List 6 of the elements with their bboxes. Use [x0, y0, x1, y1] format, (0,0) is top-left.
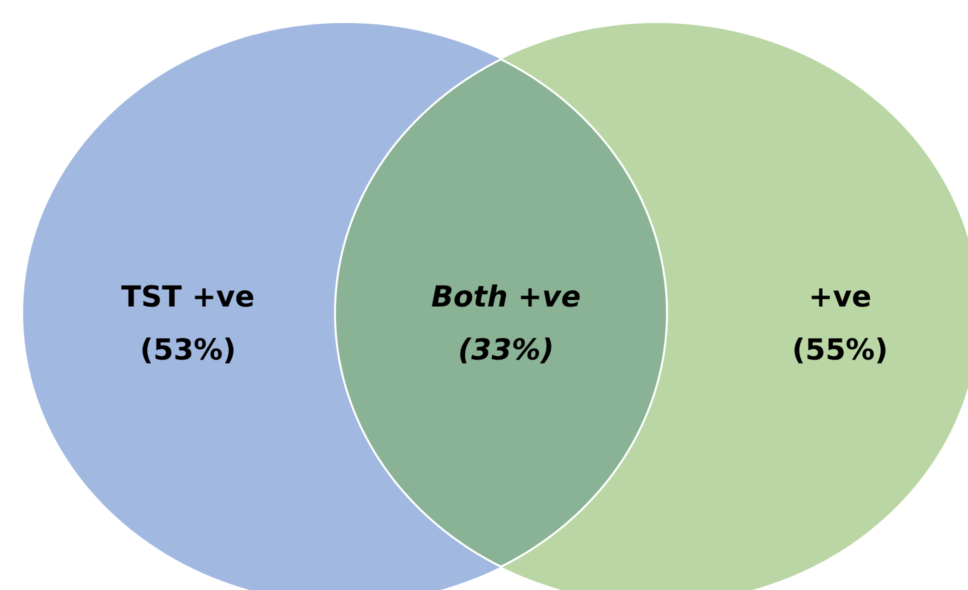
category-label: TST +ve — [121, 280, 255, 314]
category-label: +ve — [808, 280, 872, 314]
data-label: (55%) — [792, 332, 888, 366]
category-label: Both +ve — [431, 280, 581, 314]
data-label: (53%) — [140, 332, 236, 366]
data-label: (33%) — [458, 332, 554, 366]
